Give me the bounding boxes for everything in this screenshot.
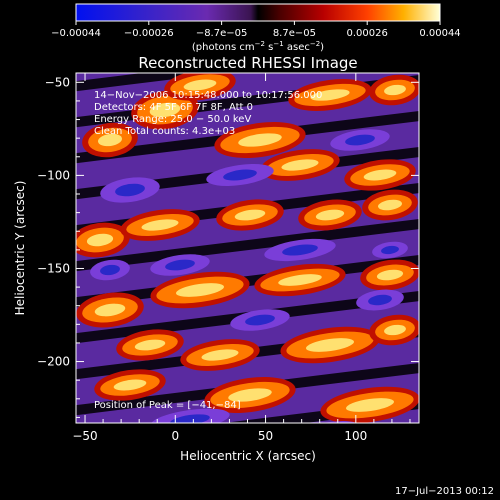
negative-core — [165, 259, 195, 271]
emission-core — [113, 379, 147, 391]
emission-core — [376, 269, 404, 281]
x-axis-label: Heliocentric X (arcsec) — [180, 449, 316, 463]
colorbar-tick-label: −0.00026 — [124, 28, 174, 39]
peak-position-label: Position of Peak = [−41,−84] — [94, 400, 241, 411]
emission-core — [234, 209, 266, 221]
emission-core — [363, 169, 397, 181]
emission-core — [384, 84, 406, 96]
y-tick-label: −150 — [37, 261, 70, 275]
y-tick-label: −200 — [37, 355, 70, 369]
dark-band — [76, 73, 419, 93]
colorbar: −0.00044 −0.00026 −8.7e−05 8.7e−05 0.00026 0.… — [51, 3, 461, 53]
emission-core — [201, 349, 239, 361]
dark-band — [76, 216, 419, 273]
annotations: 14−Nov−2006 10:15:48.000 to 10:17:56.000… — [94, 90, 322, 137]
negative-core — [100, 264, 120, 276]
emission-core — [384, 324, 406, 336]
emission-core — [94, 303, 126, 317]
emission-core — [377, 199, 403, 211]
chart-title: Reconstructed RHESSI Image — [138, 54, 357, 72]
annotation-line: Clean Total counts: 4.3e+03 — [94, 126, 235, 137]
x-tick-label: 0 — [171, 429, 179, 443]
negative-core — [345, 134, 375, 146]
emission-core — [141, 219, 179, 231]
emission-core — [228, 388, 272, 402]
annotation-line: Energy Range: 25.0 − 50.0 keV — [94, 114, 251, 125]
colorbar-tick-label: 0.00026 — [347, 28, 388, 39]
colorbar-gradient — [75, 3, 441, 22]
negative-core — [381, 245, 399, 255]
negative-core — [245, 314, 275, 326]
x-tick-label: −50 — [72, 429, 97, 443]
emission-core — [238, 133, 282, 147]
emission-core — [306, 338, 354, 352]
emission-core — [86, 233, 114, 247]
y-tick-label: −50 — [45, 75, 70, 89]
colorbar-units: (photons cm−2 s−1 asec−2) — [192, 40, 324, 53]
negative-core — [282, 244, 318, 256]
colorbar-tick-label: 8.7e−05 — [273, 28, 316, 39]
axes: −50 0 50 100 −50 −100 −150 −200 — [37, 73, 419, 443]
y-axis-label: Heliocentric Y (arcsec) — [13, 181, 27, 316]
annotation-line: 14−Nov−2006 10:15:48.000 to 10:17:56.000 — [94, 90, 322, 101]
timestamp: 17−Jul−2013 00:12 — [395, 486, 494, 497]
negative-core — [115, 183, 145, 197]
negative-core — [315, 424, 346, 436]
x-tick-label: 50 — [258, 429, 273, 443]
emission-core — [310, 89, 350, 101]
emission-core — [183, 79, 217, 91]
colorbar-ticks: −0.00044 −0.00026 −8.7e−05 8.7e−05 0.00026 0.… — [51, 21, 461, 39]
emission-core — [149, 102, 181, 118]
emission-core — [134, 339, 166, 351]
emission-core — [278, 274, 322, 286]
colorbar-tick-label: 0.00044 — [419, 28, 460, 39]
negative-core — [368, 294, 392, 306]
emission-core — [176, 283, 224, 297]
x-tick-label: 100 — [344, 429, 367, 443]
emission-core — [281, 159, 319, 171]
emission-core — [315, 209, 345, 221]
emission-core — [346, 398, 394, 412]
y-tick-label: −100 — [37, 168, 70, 182]
negative-core — [223, 169, 257, 181]
colorbar-tick-label: −8.7e−05 — [196, 28, 248, 39]
emission-core — [97, 133, 123, 147]
colorbar-tick-label: −0.00044 — [51, 28, 101, 39]
annotation-line: Detectors: 4F 5F 6F 7F 8F, Att 0 — [94, 102, 253, 113]
plot-image — [76, 73, 419, 436]
